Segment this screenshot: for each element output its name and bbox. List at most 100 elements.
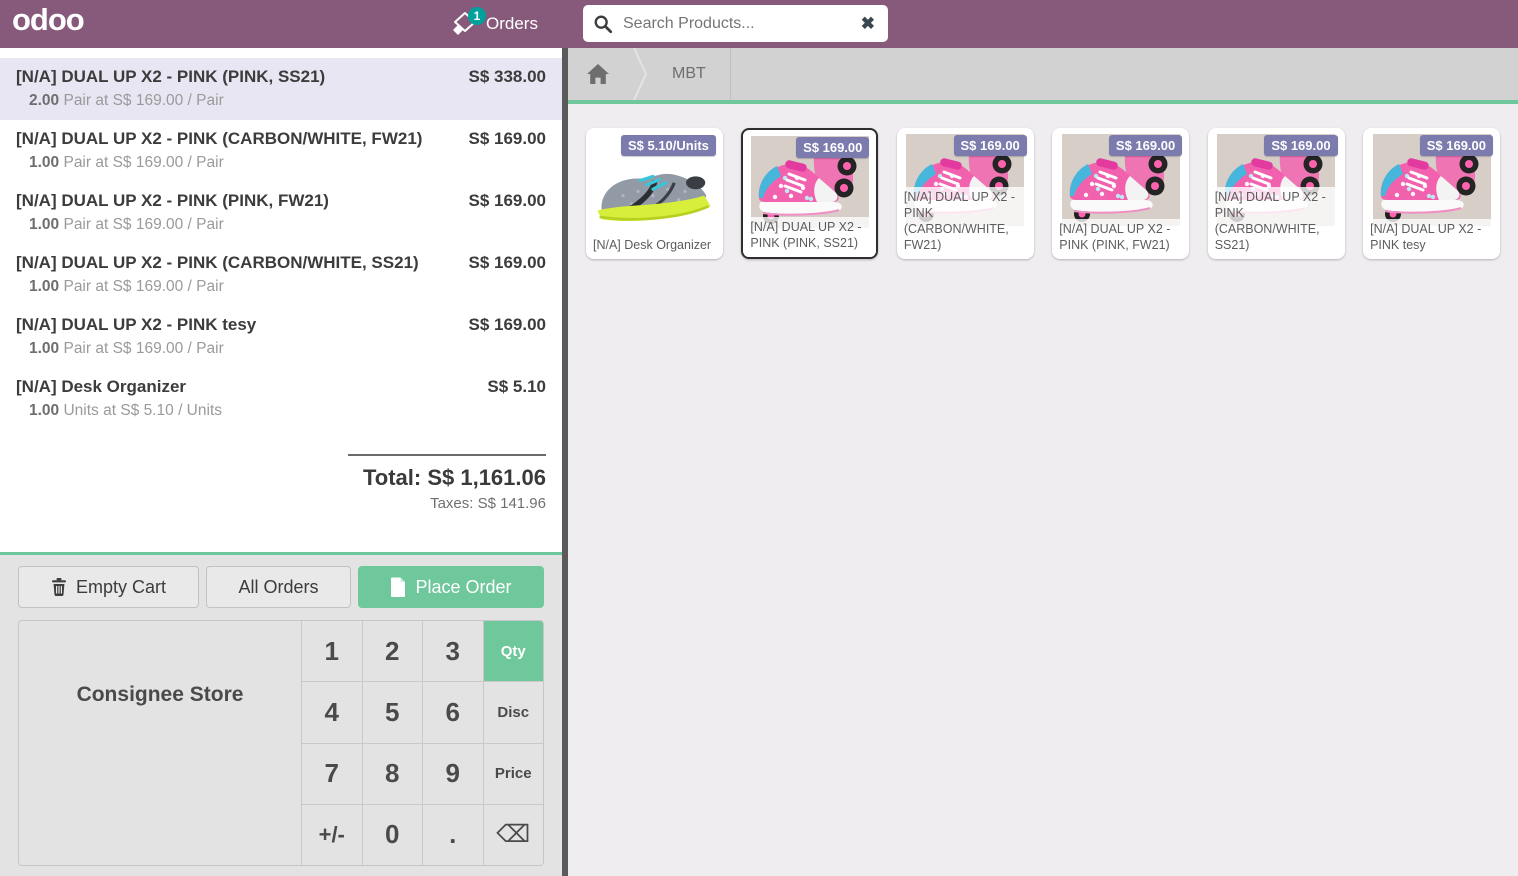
all-orders-label: All Orders (238, 576, 319, 597)
order-line-list: [N/A] DUAL UP X2 - PINK (PINK, SS21) S$ … (0, 48, 562, 552)
chevron-right-icon (632, 48, 648, 100)
orders-label: Orders (486, 14, 538, 33)
numpad-key-6[interactable]: 6 (423, 682, 483, 743)
order-line[interactable]: [N/A] DUAL UP X2 - PINK (CARBON/WHITE, S… (0, 244, 562, 306)
orders-count-badge: 1 (468, 7, 486, 25)
product-name: [N/A] DUAL UP X2 - PINK (PINK, SS21) (743, 217, 877, 257)
product-name: [N/A] DUAL UP X2 - PINK (PINK, FW21) (1052, 219, 1190, 259)
order-line-price: S$ 169.00 (468, 253, 546, 272)
order-line[interactable]: [N/A] DUAL UP X2 - PINK (PINK, SS21) S$ … (0, 58, 562, 120)
order-line-qty: 2.00 (29, 92, 60, 109)
totals-divider (348, 454, 546, 456)
orders-layers-icon: 1 (452, 7, 486, 39)
product-name: [N/A] DUAL UP X2 - PINK tesy (1363, 219, 1500, 259)
all-orders-button[interactable]: All Orders (206, 566, 351, 608)
home-button[interactable] (568, 48, 632, 100)
numpad-key-0[interactable]: 0 (362, 804, 422, 865)
product-name: [N/A] DUAL UP X2 - PINK (CARBON/WHITE, S… (1207, 187, 1345, 259)
pos-action-pad: Empty Cart All Orders Place Order (0, 552, 562, 876)
clear-search-icon[interactable]: ✖ (860, 13, 875, 33)
product-card[interactable]: S$ 169.00 [N/A] DUAL UP X2 - PINK (PINK,… (741, 128, 879, 259)
order-line-name: [N/A] DUAL UP X2 - PINK (PINK, SS21) (16, 67, 326, 86)
numpad-key-decimal[interactable]: . (423, 804, 483, 865)
product-card[interactable]: S$ 169.00 [N/A] DUAL UP X2 - PINK tesy (1363, 128, 1500, 259)
total-label: Total: (362, 465, 428, 490)
numpad-key-1[interactable]: 1 (302, 621, 362, 682)
order-line-name: [N/A] Desk Organizer (16, 377, 187, 396)
numpad-key-7[interactable]: 7 (302, 743, 362, 804)
order-line-qty: 1.00 (29, 216, 60, 233)
place-order-button[interactable]: Place Order (358, 566, 544, 608)
empty-cart-button[interactable]: Empty Cart (18, 566, 199, 608)
search-input[interactable] (621, 13, 858, 34)
order-line[interactable]: [N/A] DUAL UP X2 - PINK tesy S$ 169.00 1… (0, 306, 562, 368)
product-grid: S$ 5.10/Units [N/A] Desk Organizer S$ 16… (568, 104, 1518, 283)
order-line-detail: Pair at S$ 169.00 / Pair (59, 216, 224, 233)
product-image (591, 144, 717, 228)
empty-cart-label: Empty Cart (75, 576, 167, 597)
order-line-detail: Pair at S$ 169.00 / Pair (59, 340, 224, 357)
order-line-price: S$ 5.10 (487, 377, 546, 396)
order-line[interactable]: [N/A] DUAL UP X2 - PINK (CARBON/WHITE, F… (0, 120, 562, 182)
trash-icon (51, 577, 67, 597)
order-line-price: S$ 338.00 (468, 67, 546, 86)
order-totals: Total: S$ 1,161.06 Taxes: S$ 141.96 (0, 454, 562, 512)
search-icon (593, 14, 613, 34)
order-line-price: S$ 169.00 (468, 191, 546, 210)
numpad-mode-qty[interactable]: Qty (483, 621, 543, 682)
total-value: S$ 1,161.06 (427, 465, 546, 490)
numpad-mode-price[interactable]: Price (483, 743, 543, 804)
product-card[interactable]: S$ 169.00 [N/A] DUAL UP X2 - PINK (CARBO… (896, 128, 1034, 259)
product-screen: MBT S$ 5.10/Units [N/A] Desk Organizer S… (568, 48, 1518, 876)
search-box: ✖ (583, 5, 888, 42)
top-bar: odoo 1 Orders ✖ (0, 0, 1518, 48)
numpad-key-plusminus[interactable]: +/- (302, 804, 362, 865)
numpad-key-5[interactable]: 5 (362, 682, 422, 743)
price-badge: S$ 169.00 (953, 135, 1027, 156)
price-badge: S$ 169.00 (796, 137, 870, 158)
order-line-name: [N/A] DUAL UP X2 - PINK tesy (16, 315, 257, 334)
orders-button[interactable]: 1 Orders (452, 0, 538, 48)
numpad-key-4[interactable]: 4 (302, 682, 362, 743)
numpad: Consignee Store 1 2 3 Qty 4 5 6 Disc 7 8… (18, 620, 544, 866)
order-line-name: [N/A] DUAL UP X2 - PINK (CARBON/WHITE, F… (16, 129, 423, 148)
price-badge: S$ 5.10/Units (620, 135, 716, 156)
numpad-mode-disc[interactable]: Disc (483, 682, 543, 743)
order-line-name: [N/A] DUAL UP X2 - PINK (PINK, FW21) (16, 191, 329, 210)
order-line-detail: Pair at S$ 169.00 / Pair (59, 154, 224, 171)
order-line[interactable]: [N/A] Desk Organizer S$ 5.10 1.00 Units … (0, 368, 562, 430)
order-line-qty: 1.00 (29, 402, 60, 419)
order-line-detail: Pair at S$ 169.00 / Pair (59, 92, 224, 109)
odoo-logo: odoo (12, 2, 85, 37)
place-order-label: Place Order (415, 576, 512, 597)
breadcrumb-category[interactable]: MBT (648, 48, 731, 100)
product-name: [N/A] Desk Organizer (586, 235, 723, 259)
numpad-key-2[interactable]: 2 (362, 621, 422, 682)
numpad-backspace-icon[interactable]: ⌫ (483, 804, 543, 865)
order-line[interactable]: [N/A] DUAL UP X2 - PINK (PINK, FW21) S$ … (0, 182, 562, 244)
order-line-detail: Pair at S$ 169.00 / Pair (59, 278, 224, 295)
order-line-price: S$ 169.00 (468, 129, 546, 148)
customer-button[interactable]: Consignee Store (19, 621, 301, 865)
taxes-value: Taxes: S$ 141.96 (430, 495, 546, 512)
numpad-key-3[interactable]: 3 (423, 621, 483, 682)
order-line-detail: Units at S$ 5.10 / Units (59, 402, 222, 419)
order-line-price: S$ 169.00 (468, 315, 546, 334)
order-panel: [N/A] DUAL UP X2 - PINK (PINK, SS21) S$ … (0, 48, 562, 876)
numpad-key-8[interactable]: 8 (362, 743, 422, 804)
file-icon (390, 577, 406, 597)
price-badge: S$ 169.00 (1108, 135, 1183, 156)
product-card[interactable]: S$ 169.00 [N/A] DUAL UP X2 - PINK (CARBO… (1207, 128, 1345, 259)
breadcrumb: MBT (568, 48, 1518, 104)
numpad-key-9[interactable]: 9 (423, 743, 483, 804)
order-line-qty: 1.00 (29, 340, 60, 357)
order-line-qty: 1.00 (29, 154, 60, 171)
order-line-qty: 1.00 (29, 278, 60, 295)
product-name: [N/A] DUAL UP X2 - PINK (CARBON/WHITE, F… (896, 187, 1034, 259)
price-badge: S$ 169.00 (1419, 135, 1493, 156)
home-icon (586, 63, 610, 85)
order-line-name: [N/A] DUAL UP X2 - PINK (CARBON/WHITE, S… (16, 253, 419, 272)
product-card[interactable]: S$ 5.10/Units [N/A] Desk Organizer (586, 128, 723, 259)
product-card[interactable]: S$ 169.00 [N/A] DUAL UP X2 - PINK (PINK,… (1052, 128, 1190, 259)
